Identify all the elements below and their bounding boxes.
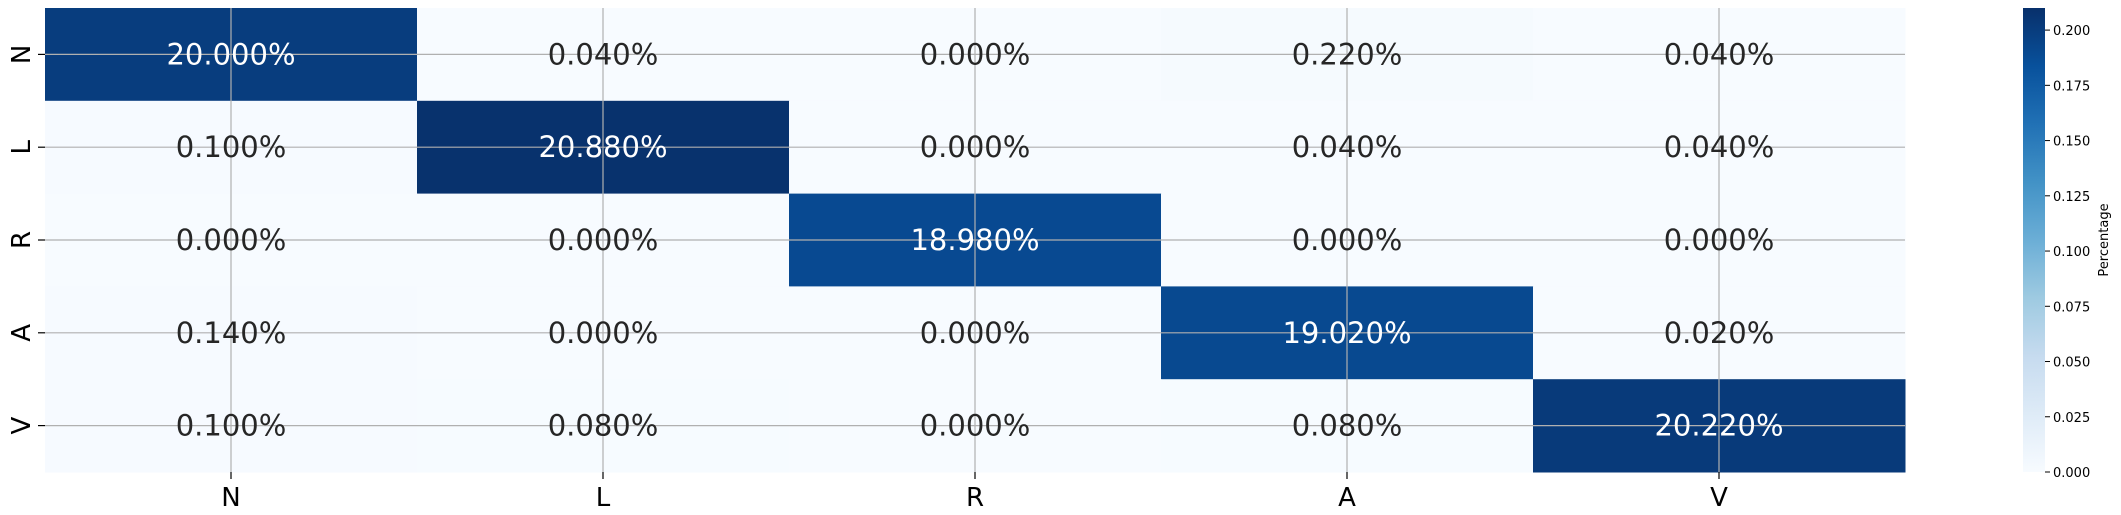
x-tick-label-R: R	[966, 483, 984, 513]
y-axis-ticks: N L R A V	[7, 45, 45, 434]
x-tick-label-L: L	[596, 483, 611, 513]
cell-label-N-L: 0.040%	[548, 37, 659, 71]
cell-label-N-A: 0.220%	[1292, 37, 1403, 71]
y-tick-label-A: A	[7, 324, 37, 342]
grid-lines	[45, 8, 1905, 472]
colorbar-tick-label: 0.075	[2053, 300, 2090, 315]
cell-label-A-V: 0.020%	[1664, 316, 1775, 350]
colorbar-gradient	[2023, 8, 2045, 472]
y-tick-label-N: N	[7, 45, 37, 64]
cell-label-R-V: 0.000%	[1664, 223, 1775, 257]
cell-label-V-L: 0.080%	[548, 409, 659, 443]
colorbar-tick-label: 0.050	[2053, 356, 2090, 371]
colorbar-tick-label: 0.000	[2053, 466, 2090, 481]
cell-label-A-A: 19.020%	[1282, 316, 1411, 350]
y-tick-label-R: R	[7, 231, 37, 249]
colorbar: 0.000 0.025 0.050 0.075 0.100 0.125 0.150 0.175…	[2023, 8, 2112, 481]
cell-label-V-V: 20.220%	[1654, 409, 1783, 443]
x-tick-label-V: V	[1710, 483, 1728, 513]
colorbar-label: Percentage	[2097, 203, 2112, 276]
x-tick-label-N: N	[221, 483, 240, 513]
cell-label-R-L: 0.000%	[548, 223, 659, 257]
cell-label-V-A: 0.080%	[1292, 409, 1403, 443]
cell-label-A-L: 0.000%	[548, 316, 659, 350]
cell-annotations: 20.000% 0.040% 0.000% 0.220% 0.040% 0.100% 20.…	[166, 37, 1783, 442]
cell-label-L-R: 0.000%	[920, 130, 1031, 164]
cell-label-A-R: 0.000%	[920, 316, 1031, 350]
cell-label-R-N: 0.000%	[176, 223, 287, 257]
colorbar-tick-label: 0.100	[2053, 245, 2090, 260]
cell-label-R-R: 18.980%	[910, 223, 1039, 257]
cell-label-A-N: 0.140%	[176, 316, 287, 350]
cell-label-V-N: 0.100%	[176, 409, 287, 443]
cell-label-N-R: 0.000%	[920, 37, 1031, 71]
cell-label-R-A: 0.000%	[1292, 223, 1403, 257]
colorbar-tick-label: 0.175	[2053, 79, 2090, 94]
cell-label-N-N: 20.000%	[166, 37, 295, 71]
colorbar-ticks: 0.000 0.025 0.050 0.075 0.100 0.125 0.150 0.175…	[2045, 24, 2090, 481]
cell-label-L-V: 0.040%	[1664, 130, 1775, 164]
cell-label-L-A: 0.040%	[1292, 130, 1403, 164]
cell-label-N-V: 0.040%	[1664, 37, 1775, 71]
cell-label-L-L: 20.880%	[538, 130, 667, 164]
colorbar-tick-label: 0.200	[2053, 24, 2090, 39]
y-tick-label-L: L	[7, 139, 37, 154]
cell-label-L-N: 0.100%	[176, 130, 287, 164]
cell-label-V-R: 0.000%	[920, 409, 1031, 443]
colorbar-tick-label: 0.150	[2053, 135, 2090, 150]
colorbar-tick-label: 0.125	[2053, 190, 2090, 205]
y-tick-label-V: V	[7, 416, 37, 434]
x-tick-label-A: A	[1338, 483, 1356, 513]
colorbar-tick-label: 0.025	[2053, 411, 2090, 426]
